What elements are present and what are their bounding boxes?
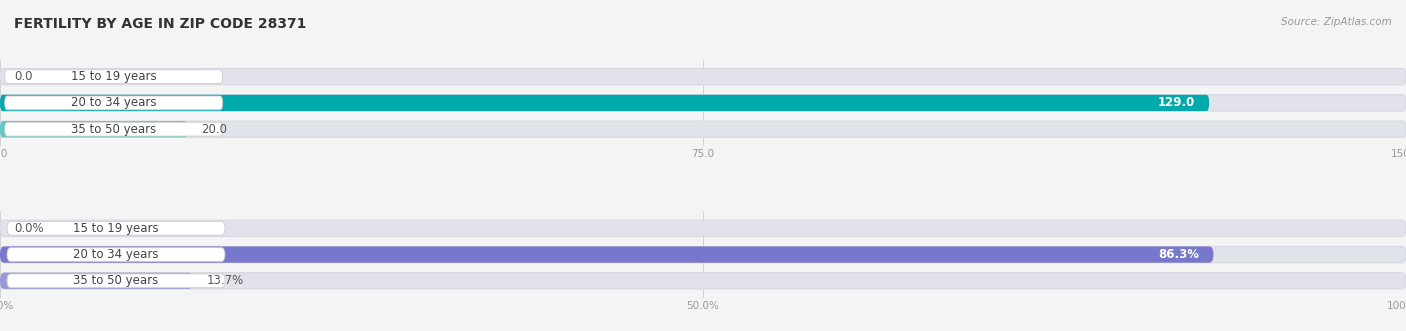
Text: 15 to 19 years: 15 to 19 years: [70, 70, 156, 83]
Text: 20 to 34 years: 20 to 34 years: [73, 248, 159, 261]
Text: FERTILITY BY AGE IN ZIP CODE 28371: FERTILITY BY AGE IN ZIP CODE 28371: [14, 17, 307, 30]
FancyBboxPatch shape: [4, 70, 222, 83]
FancyBboxPatch shape: [7, 221, 225, 235]
FancyBboxPatch shape: [4, 122, 222, 136]
Text: 0.0%: 0.0%: [14, 222, 44, 235]
Text: 20 to 34 years: 20 to 34 years: [70, 96, 156, 110]
Text: 13.7%: 13.7%: [207, 274, 243, 287]
Text: 35 to 50 years: 35 to 50 years: [72, 123, 156, 136]
Text: 15 to 19 years: 15 to 19 years: [73, 222, 159, 235]
FancyBboxPatch shape: [4, 96, 222, 110]
FancyBboxPatch shape: [0, 95, 1406, 111]
FancyBboxPatch shape: [7, 248, 225, 261]
FancyBboxPatch shape: [0, 273, 1406, 289]
Text: 129.0: 129.0: [1159, 96, 1195, 110]
Text: Source: ZipAtlas.com: Source: ZipAtlas.com: [1281, 17, 1392, 26]
Text: 86.3%: 86.3%: [1159, 248, 1199, 261]
FancyBboxPatch shape: [0, 121, 187, 137]
FancyBboxPatch shape: [0, 220, 1406, 236]
FancyBboxPatch shape: [0, 95, 1209, 111]
FancyBboxPatch shape: [0, 69, 1406, 85]
FancyBboxPatch shape: [0, 273, 193, 289]
FancyBboxPatch shape: [0, 121, 1406, 137]
Text: 35 to 50 years: 35 to 50 years: [73, 274, 159, 287]
Text: 20.0: 20.0: [201, 123, 228, 136]
FancyBboxPatch shape: [0, 246, 1406, 263]
FancyBboxPatch shape: [0, 246, 1213, 263]
Text: 0.0: 0.0: [14, 70, 32, 83]
FancyBboxPatch shape: [7, 274, 225, 288]
